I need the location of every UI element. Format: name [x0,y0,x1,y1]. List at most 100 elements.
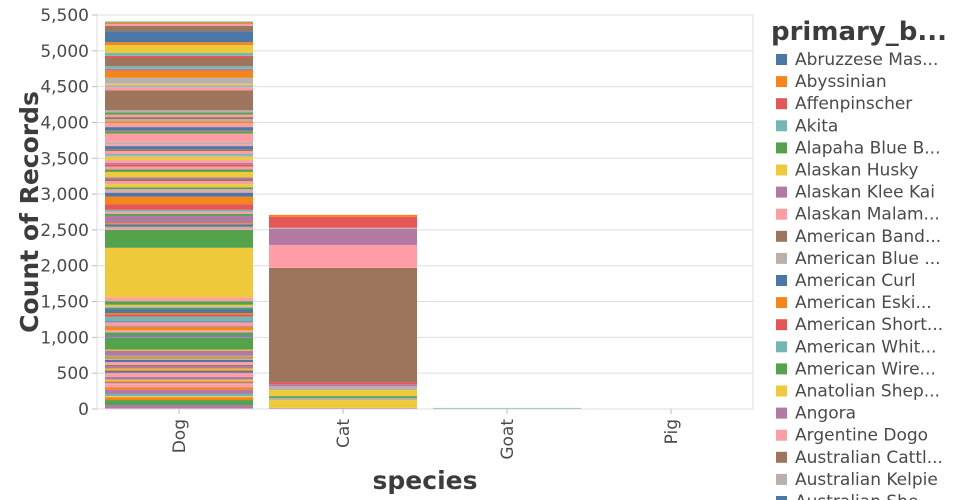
bar-segment [269,382,417,385]
bar-segment [105,304,253,307]
y-tick-label: 4,000 [40,113,89,133]
bar-segment [105,112,253,115]
bar-segment [269,386,417,391]
bar-segment [105,327,253,331]
bar-segment [105,332,253,336]
bar-segment [269,267,417,383]
bar-segment [105,211,253,214]
legend-swatch [776,473,787,485]
bar-segment [269,228,417,245]
legend-item: Abruzzese Mas... [776,50,938,70]
bar-segment [105,21,253,23]
bar-segment [105,223,253,225]
bar-segment [105,121,253,124]
bar-segment [105,366,253,369]
legend-item: Alaskan Husky [776,161,918,181]
bar-segment [269,400,417,408]
bar-segment [105,358,253,360]
plot-frame [96,14,754,410]
y-tick-label: 5,500 [40,6,89,26]
legend-label: American Blue ... [795,249,941,269]
legend-item: Alaskan Malam... [776,205,940,225]
y-tick-label: 0 [78,400,89,420]
bar-segment [105,316,253,322]
y-tick-label: 4,500 [40,78,89,98]
bar-segment [105,156,253,161]
bar-segment [105,153,253,156]
bar-segment [269,227,417,229]
legend: primary_b... Abruzzese Mas...AbyssinianA… [771,17,947,500]
bar-segment [105,209,253,212]
legend-swatch [776,164,787,176]
bar-segment [105,23,253,26]
bar-segment [105,189,253,191]
legend-item: American Curl [776,271,916,291]
bar-segment [105,372,253,377]
bar-segment [105,133,253,143]
legend-item: Anatolian Shep... [776,382,940,402]
x-tick-label: Goat [498,419,518,460]
bar-stack-cat [269,214,417,409]
bar-segment [105,192,253,197]
legend-swatch [776,275,787,286]
bar-segment [105,381,253,383]
bar-segment [105,307,253,310]
legend-item: Australian Cattl... [776,448,943,468]
bar-segment [105,68,253,71]
bar-segment [105,356,253,359]
bar-segment [105,376,253,380]
legend-label: Alaskan Husky [795,161,918,181]
legend-label: American Eski... [795,293,932,313]
legend-swatch [776,496,787,500]
legend-item: American Short... [776,315,943,335]
legend-item: Akita [776,116,838,136]
bar-segment [269,244,417,268]
bar-segment [105,337,253,350]
bar-segment [105,184,253,188]
y-tick-label: 2,500 [40,221,89,241]
bar-segment [105,166,253,170]
bar-segment [105,160,253,163]
bar-segment [105,359,253,363]
legend-item: American Blue ... [776,249,941,269]
bar-segment [105,335,253,337]
legend-swatch [776,407,787,419]
y-tick-label: 3,000 [40,185,89,205]
bar-segment [105,384,253,388]
bar-segment [105,177,253,180]
legend-swatch [776,341,787,353]
bar-segment [105,123,253,128]
bar-segment [105,119,253,122]
legend-label: Akita [795,116,838,136]
bar-segment [105,130,253,132]
bar-segment [269,384,417,387]
y-tick-label: 1,000 [40,328,89,348]
legend-label: American Curl [795,271,916,291]
legend-swatch [776,385,787,397]
legend-item: American Band... [776,227,941,247]
bar-segment [105,313,253,315]
bar-segment [105,181,253,185]
bar-segment [105,314,253,317]
bar-segment [105,297,253,302]
bar-segment [105,405,253,409]
bar-segment [105,42,253,46]
y-axis: 0 500 1,000 1,500 2,000 2,500 3,000 3,500 4,000 4… [40,6,97,420]
legend-swatch [776,98,787,110]
bar-segment [105,349,253,351]
legend-swatch [776,120,787,132]
bar-segment [105,326,253,328]
bar-segment [105,228,253,230]
bar-segment [269,390,417,397]
legend-title: primary_b... [771,17,947,47]
bar-segment [105,22,253,24]
legend-label: Argentine Dogo [795,426,928,446]
bar-segment [105,224,253,227]
bar-segment [269,396,417,398]
legend-item: American Whit... [776,337,937,357]
bar-segment [105,114,253,118]
legend-label: Anatolian Shep... [795,382,940,402]
bar-segment [105,77,253,84]
bar-segment [105,127,253,131]
bar-stack-goat [433,407,581,409]
